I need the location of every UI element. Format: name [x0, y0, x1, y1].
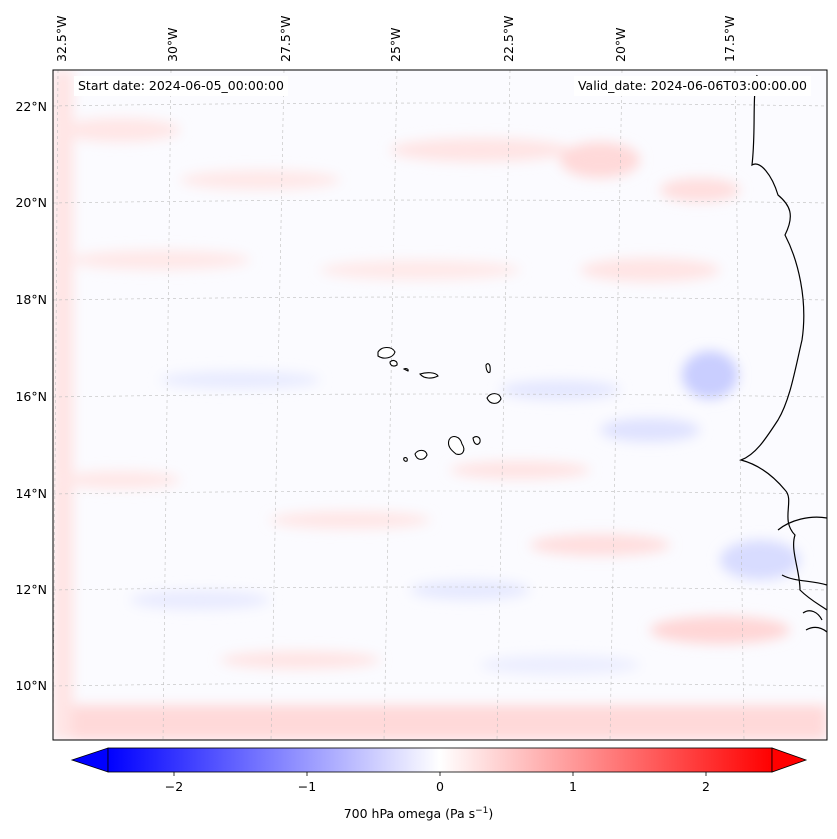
lat-label: 10°N: [15, 678, 47, 693]
coastlines: [738, 74, 827, 633]
colorbar-extend-min: [70, 747, 109, 773]
gridlines: [53, 70, 827, 740]
colorbar-ticks: [173, 772, 707, 776]
map-frame: [52, 69, 828, 741]
colorbar-tick-label: −2: [165, 779, 183, 794]
lon-label: 25°W: [388, 27, 403, 62]
colorbar-tick-label: −1: [298, 779, 316, 794]
lon-label: 27.5°W: [278, 16, 293, 62]
lat-labels: 22°N 20°N 18°N 16°N 14°N 12°N 10°N: [15, 99, 47, 693]
colorbar-body: [107, 747, 773, 773]
colorbar-tick-label: 1: [569, 779, 577, 794]
lat-label: 14°N: [15, 486, 47, 501]
lat-label: 16°N: [15, 389, 47, 404]
lon-label: 32.5°W: [54, 16, 69, 62]
colorbar-tick-label: 2: [702, 779, 710, 794]
valid-date-label: Valid_date: 2024-06-06T03:00:00.00: [573, 76, 811, 96]
lon-label: 30°W: [165, 27, 180, 62]
lon-label: 17.5°W: [722, 16, 737, 62]
cape-verde-islands: [377, 346, 502, 462]
colorbar-label-exponent: −1: [475, 806, 489, 816]
colorbar-label-prefix: 700 hPa omega (Pa s: [343, 806, 476, 822]
colorbar-extend-max: [771, 747, 808, 773]
lat-label: 22°N: [15, 99, 47, 114]
colorbar-label: 700 hPa omega (Pa s−1): [0, 806, 837, 821]
lon-label: 22.5°W: [501, 16, 516, 62]
lon-labels: 32.5°W 30°W 27.5°W 25°W 22.5°W 20°W 17.5…: [54, 16, 737, 62]
lat-label: 18°N: [15, 292, 47, 307]
colorbar: −2 −1 0 1 2: [70, 747, 808, 794]
colorbar-tick-label: 0: [436, 779, 444, 794]
start-date-label: Start date: 2024-06-05_00:00:00: [74, 76, 288, 96]
lat-label: 20°N: [15, 195, 47, 210]
colorbar-label-suffix: ): [488, 806, 494, 822]
omega-field: [53, 70, 827, 740]
lat-label: 12°N: [15, 582, 47, 597]
lon-label: 20°W: [613, 27, 628, 62]
